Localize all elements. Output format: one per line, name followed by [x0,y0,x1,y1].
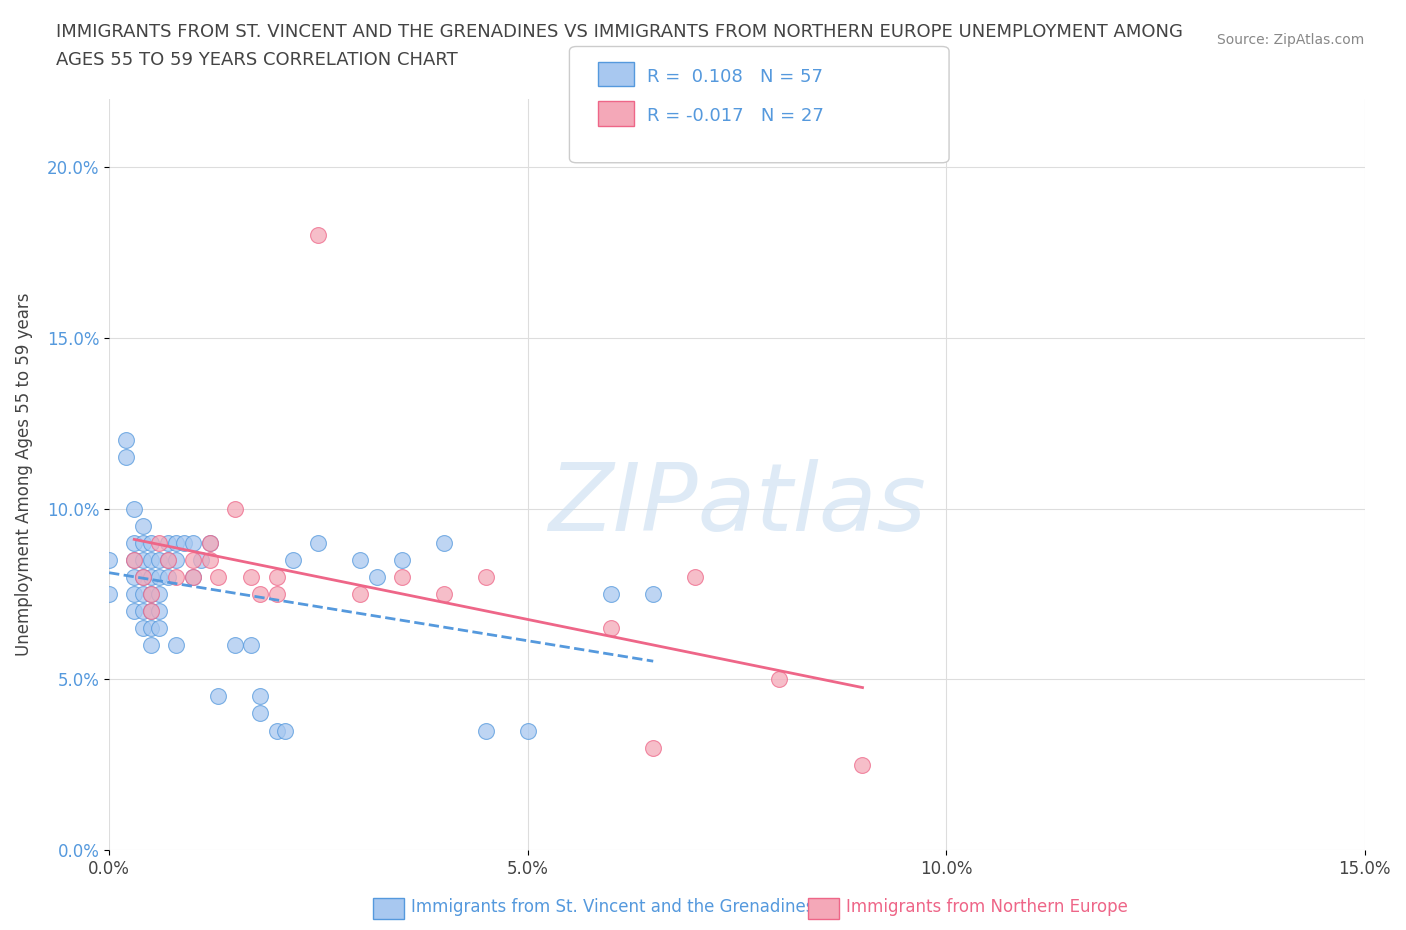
Point [131,620,153,635]
Point [148,552,170,567]
Point [349,552,371,567]
Point [139,587,162,602]
Point [207,569,229,584]
Point [240,569,263,584]
Point [433,587,456,602]
Point [115,432,138,447]
Text: IMMIGRANTS FROM ST. VINCENT AND THE GRENADINES VS IMMIGRANTS FROM NORTHERN EUROP: IMMIGRANTS FROM ST. VINCENT AND THE GREN… [56,23,1182,41]
Point [122,569,145,584]
Point [98,552,121,567]
Text: AGES 55 TO 59 YEARS CORRELATION CHART: AGES 55 TO 59 YEARS CORRELATION CHART [56,51,458,69]
Point [240,638,263,653]
Text: Immigrants from St. Vincent and the Grenadines: Immigrants from St. Vincent and the Gren… [411,897,814,916]
Point [139,552,162,567]
Point [165,569,187,584]
Point [98,587,121,602]
Point [148,536,170,551]
Point [266,724,288,738]
Point [198,536,221,551]
Point [122,501,145,516]
Point [283,552,305,567]
Point [131,518,153,533]
Text: R = -0.017   N = 27: R = -0.017 N = 27 [647,107,824,125]
Point [600,620,623,635]
Point [266,569,288,584]
Point [156,536,179,551]
Point [349,587,371,602]
Point [115,450,138,465]
Point [131,536,153,551]
Point [190,552,212,567]
Point [366,569,388,584]
Point [156,552,179,567]
Point [475,724,498,738]
Point [224,638,246,653]
Point [139,620,162,635]
Point [156,552,179,567]
Point [181,552,204,567]
Point [181,569,204,584]
Point [600,587,623,602]
Point [148,620,170,635]
Point [122,587,145,602]
Point [122,604,145,618]
Point [249,706,271,721]
Point [131,552,153,567]
Point [148,604,170,618]
Text: Source: ZipAtlas.com: Source: ZipAtlas.com [1216,33,1364,46]
Point [148,569,170,584]
Point [643,740,665,755]
Point [131,604,153,618]
Point [683,569,706,584]
Point [249,587,271,602]
Point [433,536,456,551]
Y-axis label: Unemployment Among Ages 55 to 59 years: Unemployment Among Ages 55 to 59 years [15,293,32,657]
Point [165,638,187,653]
Text: ZIPatlas: ZIPatlas [548,458,927,550]
Point [307,228,329,243]
Point [516,724,538,738]
Point [181,536,204,551]
Point [156,569,179,584]
Point [266,587,288,602]
Point [274,724,297,738]
Point [139,604,162,618]
Point [139,536,162,551]
Point [139,569,162,584]
Point [165,552,187,567]
Point [173,536,195,551]
Text: Immigrants from Northern Europe: Immigrants from Northern Europe [846,897,1128,916]
Point [475,569,498,584]
Point [181,569,204,584]
Point [224,501,246,516]
Point [165,536,187,551]
Point [643,587,665,602]
Point [122,552,145,567]
Point [131,569,153,584]
Point [139,587,162,602]
Point [131,569,153,584]
Point [122,552,145,567]
Point [391,552,413,567]
Text: R =  0.108   N = 57: R = 0.108 N = 57 [647,68,823,86]
Point [851,757,873,772]
Point [307,536,329,551]
Point [131,587,153,602]
Point [391,569,413,584]
Point [139,604,162,618]
Point [148,587,170,602]
Point [198,536,221,551]
Point [768,671,790,686]
Point [249,689,271,704]
Point [122,536,145,551]
Point [198,552,221,567]
Point [207,689,229,704]
Point [139,638,162,653]
